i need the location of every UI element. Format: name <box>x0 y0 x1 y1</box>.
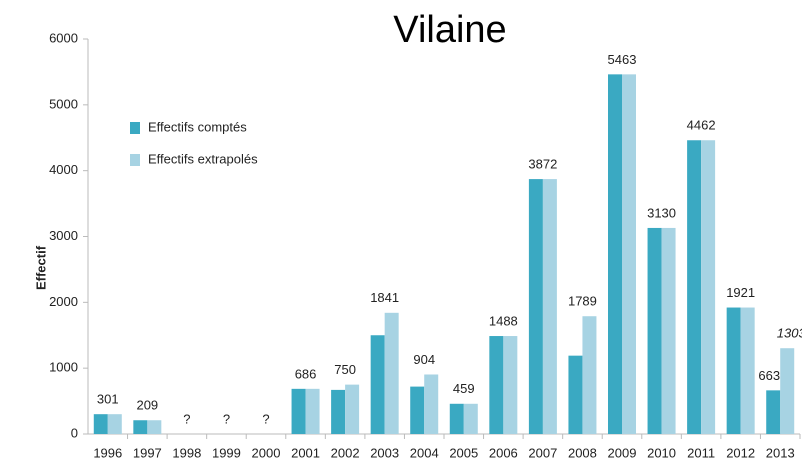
bar <box>93 414 108 434</box>
bar <box>726 307 741 434</box>
y-tick-label: 2000 <box>49 294 78 309</box>
data-label: 663 <box>758 368 780 383</box>
y-tick-label: 5000 <box>49 96 78 111</box>
bar <box>463 403 478 434</box>
bar <box>647 227 662 434</box>
data-label: 459 <box>453 381 475 396</box>
x-tick-label: 1996 <box>93 445 122 460</box>
x-tick-label: 2007 <box>528 445 557 460</box>
x-tick-label: 2008 <box>568 445 597 460</box>
data-label: 4462 <box>687 118 716 133</box>
data-label: 1303 <box>777 326 802 341</box>
x-tick-label: 2001 <box>291 445 320 460</box>
y-tick-label: 1000 <box>49 360 78 375</box>
bar <box>107 414 122 434</box>
data-label: 686 <box>295 366 317 381</box>
y-tick-label: 0 <box>71 425 78 440</box>
bar <box>740 307 755 434</box>
bar <box>424 374 439 434</box>
x-tick-label: 2006 <box>489 445 518 460</box>
data-label: ? <box>183 411 190 426</box>
bar <box>528 179 543 434</box>
x-tick-label: 2003 <box>370 445 399 460</box>
bar <box>503 336 518 434</box>
bar <box>345 384 360 434</box>
bar <box>766 390 781 434</box>
y-tick-label: 6000 <box>49 30 78 45</box>
bar <box>687 140 702 435</box>
bar <box>410 386 425 434</box>
bar <box>147 420 162 434</box>
x-tick-label: 1998 <box>172 445 201 460</box>
bar <box>701 140 716 435</box>
data-label: 904 <box>413 352 435 367</box>
x-tick-label: 2002 <box>331 445 360 460</box>
bar <box>568 355 583 434</box>
bar <box>608 74 622 434</box>
data-label: 1841 <box>370 290 399 305</box>
x-tick-label: 2009 <box>608 445 637 460</box>
bar <box>384 312 399 434</box>
data-label: ? <box>223 411 230 426</box>
bar <box>133 420 148 434</box>
x-tick-label: 2000 <box>252 445 281 460</box>
legend-label: Effectifs comptés <box>148 119 247 134</box>
bar <box>449 403 464 434</box>
bar <box>370 335 385 434</box>
x-tick-label: 1997 <box>133 445 162 460</box>
y-axis-title: Effectif <box>33 245 48 290</box>
y-tick-label: 3000 <box>49 228 78 243</box>
data-label: 3872 <box>528 157 557 172</box>
bar <box>661 227 676 434</box>
bar <box>331 389 346 434</box>
data-label: 5463 <box>608 52 637 67</box>
legend-swatch <box>130 122 140 134</box>
data-label: 209 <box>136 398 158 413</box>
x-tick-label: 2005 <box>449 445 478 460</box>
data-label: 750 <box>334 362 356 377</box>
data-label: 1789 <box>568 294 597 309</box>
bar <box>582 316 597 434</box>
x-tick-label: 2013 <box>766 445 795 460</box>
bar <box>780 348 795 434</box>
bar <box>622 74 636 434</box>
legend-label: Effectifs extrapolés <box>148 151 258 166</box>
data-label: 1488 <box>489 313 518 328</box>
data-label: 3130 <box>647 205 676 220</box>
x-tick-label: 2011 <box>687 445 715 460</box>
data-label: 301 <box>97 392 119 407</box>
data-label: 1921 <box>726 285 755 300</box>
bar <box>489 336 504 434</box>
x-tick-label: 2012 <box>726 445 755 460</box>
x-tick-label: 2004 <box>410 445 439 460</box>
chart-title: Vilaine <box>393 9 506 51</box>
bar <box>542 179 557 434</box>
bar <box>291 388 306 434</box>
x-tick-label: 2010 <box>647 445 676 460</box>
y-tick-label: 4000 <box>49 162 78 177</box>
x-tick-label: 1999 <box>212 445 241 460</box>
bar <box>305 388 320 434</box>
data-label: ? <box>262 411 269 426</box>
legend-swatch <box>130 154 140 166</box>
